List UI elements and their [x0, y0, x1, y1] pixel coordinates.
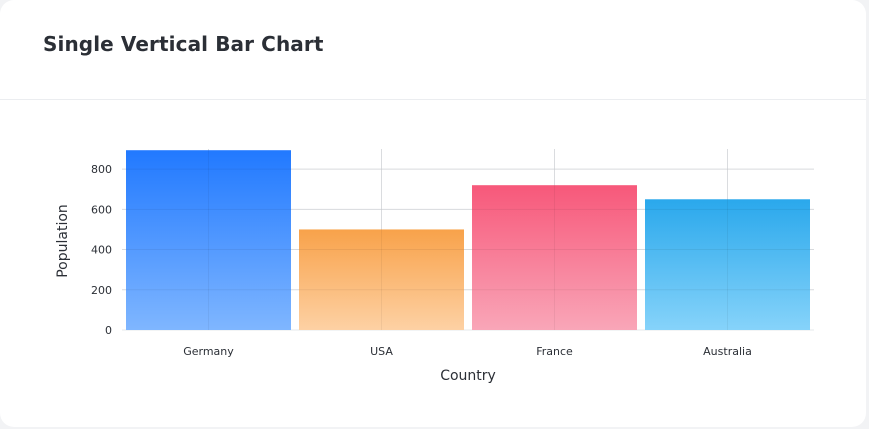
bar-germany — [126, 150, 291, 330]
chart-area: 0 200 400 600 800 Germany USA France Australia … — [0, 101, 866, 427]
bar-australia — [645, 199, 810, 330]
y-tick-label: 200 — [91, 284, 112, 297]
chart-title: Single Vertical Bar Chart — [43, 32, 324, 56]
y-tick-label: 400 — [91, 244, 112, 257]
y-tick-label: 800 — [91, 163, 112, 176]
x-tick-label: France — [536, 345, 573, 358]
x-axis-label: Country — [440, 368, 496, 384]
card-header: Single Vertical Bar Chart — [0, 0, 866, 100]
x-tick-label: USA — [370, 345, 393, 358]
bar-usa — [299, 229, 464, 330]
bars — [122, 149, 814, 330]
x-tick-label: Germany — [183, 345, 234, 358]
y-axis-label: Population — [55, 204, 71, 278]
y-tick-label: 600 — [91, 203, 112, 216]
x-axis-ticks: Germany USA France Australia — [183, 345, 752, 358]
y-tick-label: 0 — [105, 324, 112, 337]
bar-france — [472, 185, 637, 330]
x-tick-label: Australia — [703, 345, 752, 358]
y-axis-ticks: 0 200 400 600 800 — [91, 163, 112, 337]
